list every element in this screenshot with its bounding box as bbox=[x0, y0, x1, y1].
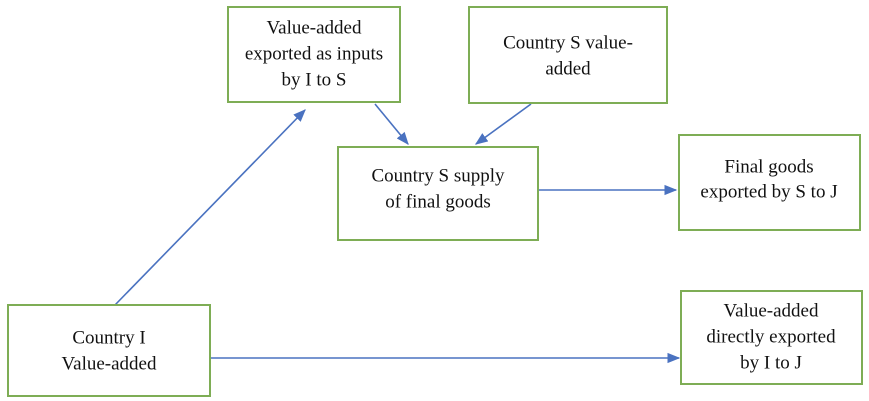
node-box bbox=[227, 6, 401, 103]
node-box bbox=[678, 134, 861, 231]
node-box bbox=[337, 146, 539, 241]
node-label: Value-added bbox=[724, 300, 819, 321]
node: Value-added directly exported by I to J bbox=[680, 290, 863, 385]
node-label: by I to J bbox=[740, 352, 802, 373]
node: Country I Value-added bbox=[7, 304, 211, 397]
node-box bbox=[468, 6, 668, 104]
node-label: exported by S to J bbox=[700, 181, 837, 202]
node-box bbox=[7, 304, 211, 397]
node-label: Final goods bbox=[724, 156, 813, 177]
node: Final goods exported by S to J bbox=[678, 134, 861, 231]
node-label: exported as inputs bbox=[245, 43, 383, 64]
node-label: Country S supply bbox=[371, 165, 505, 186]
arrow bbox=[474, 103, 532, 145]
arrow bbox=[374, 103, 409, 145]
node-box bbox=[680, 290, 863, 385]
arrow bbox=[114, 109, 306, 306]
node: Country S value- added bbox=[468, 6, 668, 104]
node: Value-added exported as inputs by I to S bbox=[227, 6, 401, 103]
node-label: Country I bbox=[72, 327, 145, 348]
node-label: Value-added bbox=[267, 17, 362, 38]
node-label: added bbox=[545, 58, 591, 79]
node-label: by I to S bbox=[282, 69, 347, 90]
node-label: directly exported bbox=[706, 326, 836, 347]
node-label: Value-added bbox=[62, 353, 157, 374]
node-label: of final goods bbox=[385, 191, 491, 212]
node-label: Country S value- bbox=[503, 32, 633, 53]
node: Country S supply of final goods bbox=[337, 146, 539, 241]
